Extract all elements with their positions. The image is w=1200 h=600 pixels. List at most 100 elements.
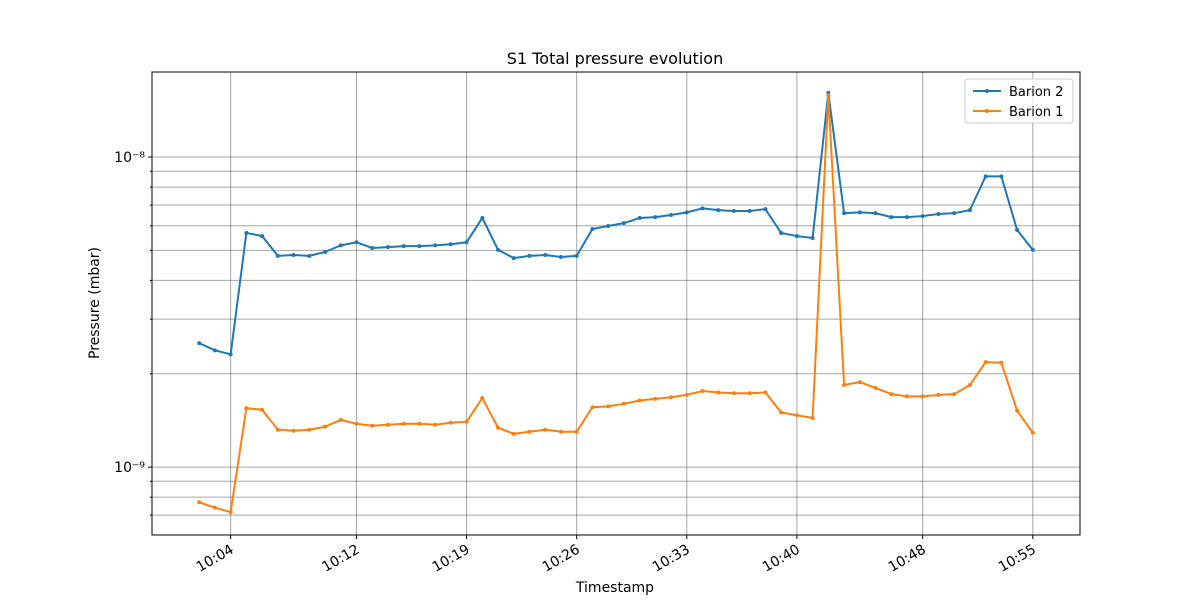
data-point [889,215,894,220]
data-point [228,352,233,357]
data-point [590,226,595,231]
data-point [983,360,988,365]
data-point [244,406,249,411]
data-point [558,429,563,434]
data-point [275,253,280,258]
legend-marker [985,89,989,93]
data-point [496,247,501,252]
data-point [433,243,438,248]
data-point [260,407,265,412]
data-point [967,382,972,387]
data-point [511,256,516,261]
data-point [260,234,265,239]
data-point [197,500,202,505]
data-point [810,415,815,420]
data-point [700,388,705,393]
data-point [464,419,469,424]
x-axis-label: Timestamp [575,580,654,596]
data-point [370,423,375,428]
data-point [338,243,343,248]
data-point [448,420,453,425]
data-point [842,382,847,387]
data-point [433,422,438,427]
data-point [212,348,217,353]
y-axis-label: Pressure (mbar) [87,247,103,359]
data-point [527,429,532,434]
data-point [920,214,925,219]
data-point [731,208,736,213]
chart-title: S1 Total pressure evolution [507,49,723,68]
data-point [873,385,878,390]
data-point [700,206,705,211]
data-point [731,391,736,396]
data-point [197,341,202,346]
data-point [1030,247,1035,252]
data-point [464,240,469,245]
data-point [653,215,658,220]
data-point [448,242,453,247]
data-point [889,392,894,397]
data-point [763,390,768,395]
data-point [1015,227,1020,232]
data-point [401,244,406,249]
data-point [385,422,390,427]
data-point [480,215,485,220]
data-point [826,93,831,98]
data-point [385,245,390,250]
data-point [370,245,375,250]
data-point [779,230,784,235]
data-point [999,360,1004,365]
data-point [543,253,548,258]
data-point [684,210,689,215]
data-point [810,236,815,241]
data-point [779,410,784,415]
data-point [417,421,422,426]
data-point [637,398,642,403]
data-point [323,249,328,254]
data-point [323,424,328,429]
y-tick-label: 10⁻⁸ [114,150,145,166]
data-point [590,405,595,410]
data-point [606,404,611,409]
data-point [936,211,941,216]
data-point [794,413,799,418]
data-point [307,253,312,258]
data-point [669,395,674,400]
data-point [291,428,296,433]
data-point [307,427,312,432]
data-point [291,253,296,258]
data-point [558,254,563,259]
data-point [574,253,579,258]
plot-frame [151,71,1081,536]
data-point [936,392,941,397]
data-point [904,215,909,220]
data-point [842,211,847,216]
data-point [621,221,626,226]
data-point [354,421,359,426]
data-point [244,230,249,235]
data-point [275,427,280,432]
data-point [480,396,485,401]
data-point [543,427,548,432]
data-point [684,392,689,397]
data-point [999,174,1004,179]
data-point [967,208,972,213]
data-point [338,417,343,422]
legend-marker [985,109,989,113]
data-point [716,208,721,213]
data-point [417,244,422,249]
data-point [574,429,579,434]
data-point [857,380,862,385]
data-point [747,208,752,213]
data-point [952,211,957,216]
data-point [653,396,658,401]
data-point [496,425,501,430]
data-point [212,505,217,510]
data-point [1030,430,1035,435]
data-point [669,213,674,218]
legend-label: Barion 1 [1009,105,1063,120]
data-point [716,390,721,395]
data-point [747,391,752,396]
data-point [527,253,532,258]
